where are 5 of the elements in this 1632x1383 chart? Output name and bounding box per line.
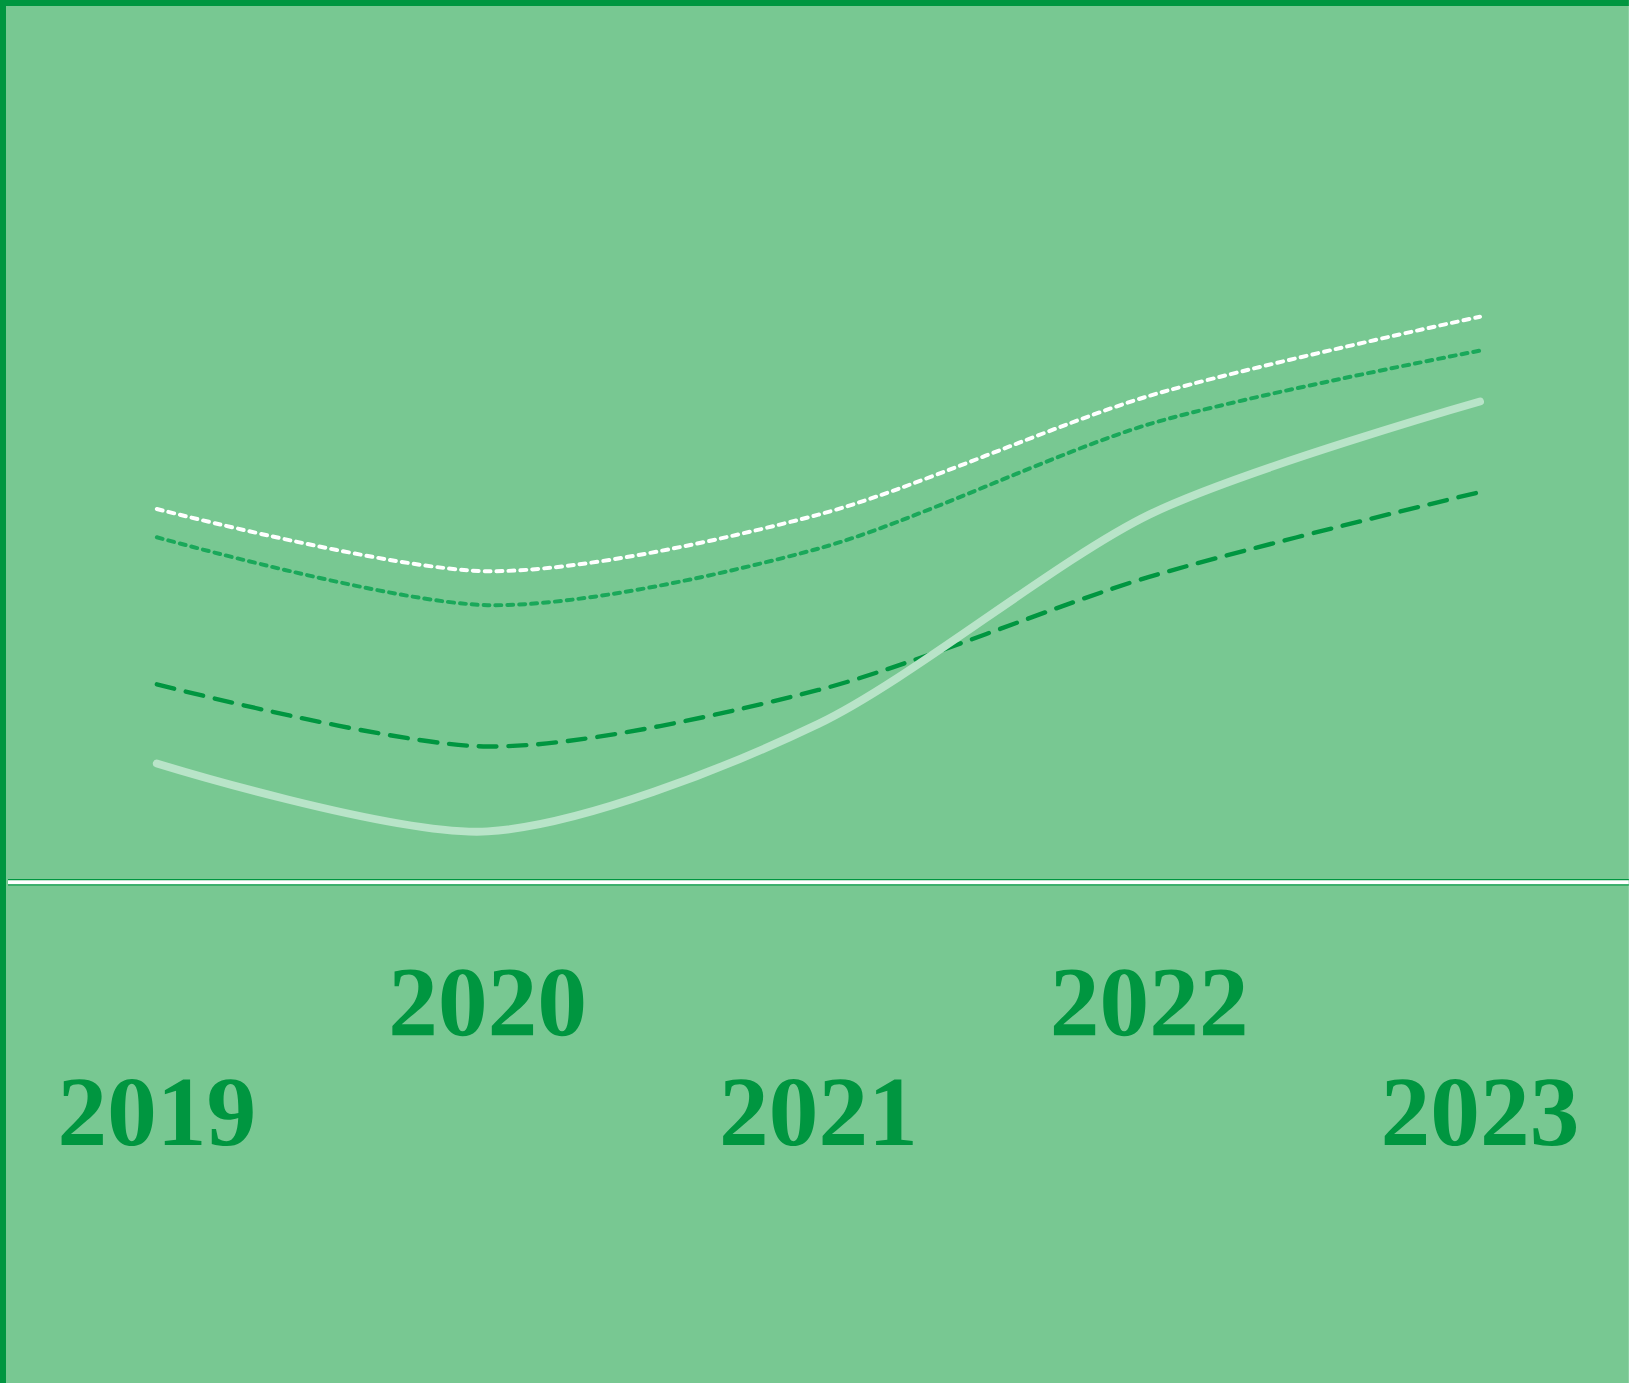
x-tick-label: 2019 [61, 1078, 253, 1146]
x-tick-label: 2020 [392, 969, 584, 1037]
x-tick-label: 2023 [1384, 1078, 1577, 1146]
x-tick-label: 2021 [723, 1078, 913, 1146]
x-tick-label: 2022 [1053, 969, 1245, 1037]
